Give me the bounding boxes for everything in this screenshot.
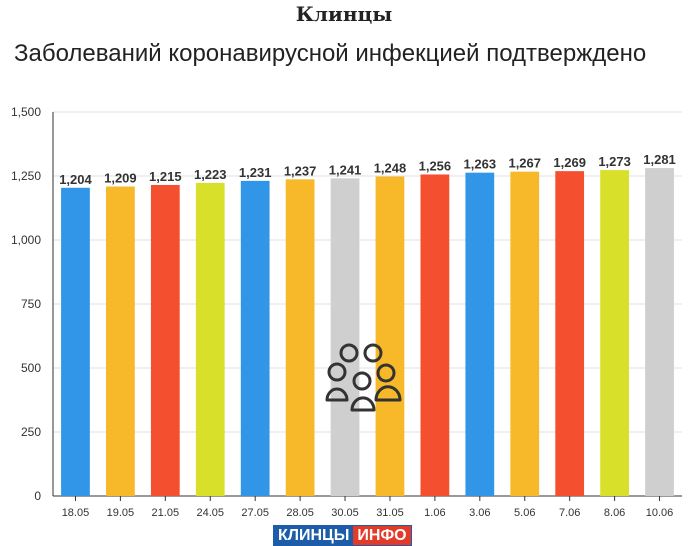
x-tick-label: 18.05 — [62, 507, 90, 519]
data-label: 1,209 — [104, 170, 137, 185]
bar — [195, 182, 225, 497]
data-label: 1,273 — [598, 154, 631, 169]
bar — [510, 171, 540, 496]
data-label: 1,204 — [59, 172, 92, 187]
data-label: 1,241 — [329, 162, 362, 177]
bar — [150, 184, 180, 496]
data-label: 1,267 — [508, 156, 541, 171]
gridlines — [53, 111, 682, 497]
bar — [420, 174, 450, 497]
y-tick-label: 1,500 — [11, 105, 41, 119]
x-tick-label: 8.06 — [604, 507, 625, 519]
x-tick-label: 19.05 — [107, 507, 135, 519]
bar — [285, 179, 315, 496]
people-group-icon — [325, 343, 402, 412]
site-logo: КЛИНЦЫ ИНФО — [273, 525, 412, 546]
bar — [375, 176, 405, 496]
x-tick-label: 27.05 — [241, 507, 269, 519]
logo-part-2: ИНФО — [353, 526, 411, 545]
data-label: 1,281 — [643, 152, 676, 167]
data-label: 1,263 — [464, 157, 497, 172]
data-label: 1,248 — [374, 161, 407, 176]
y-tick-label: 750 — [21, 297, 41, 311]
x-tick-label: 10.06 — [646, 507, 674, 519]
x-tick-label: 1.06 — [424, 507, 445, 519]
x-tick-label: 24.05 — [196, 507, 224, 519]
data-label: 1,237 — [284, 163, 317, 178]
bar — [555, 171, 585, 497]
y-tick-label: 500 — [21, 361, 41, 375]
x-tick-label: 5.06 — [514, 507, 535, 519]
chart-title: Клинцы — [295, 2, 393, 26]
bar — [106, 186, 135, 496]
y-tick-label: 1,000 — [11, 233, 41, 247]
chart-subtitle: Заболеваний коронавирусной инфекцией под… — [14, 40, 647, 67]
y-tick-label: 0 — [34, 489, 41, 503]
x-tick-label: 21.05 — [152, 507, 180, 519]
data-label: 1,269 — [553, 155, 586, 170]
data-label: 1,215 — [149, 169, 182, 184]
bar — [465, 172, 495, 496]
logo-part-1: КЛИНЦЫ — [274, 526, 354, 545]
bar — [645, 168, 674, 496]
x-tick-label: 7.06 — [559, 507, 580, 519]
bar — [600, 170, 629, 496]
x-tick-label: 3.06 — [469, 507, 490, 519]
bars — [61, 168, 674, 497]
x-axis: 18.05 19.05 21.05 24.05 27.05 28.05 30.05 31.05… — [62, 496, 674, 519]
data-label: 1,256 — [419, 158, 452, 173]
bar — [240, 180, 270, 496]
x-tick-label: 31.05 — [376, 507, 404, 519]
data-label: 1,231 — [239, 165, 272, 180]
data-label: 1,223 — [194, 167, 227, 182]
y-tick-label: 250 — [21, 425, 41, 439]
x-tick-label: 28.05 — [286, 507, 314, 519]
data-labels: 1,204 1,209 1,215 1,223 1,231 1,237 1,241 1,248… — [59, 152, 676, 187]
bar — [61, 187, 90, 496]
y-tick-label: 1,250 — [11, 169, 41, 183]
x-tick-label: 30.05 — [331, 507, 359, 519]
bar — [330, 178, 360, 496]
